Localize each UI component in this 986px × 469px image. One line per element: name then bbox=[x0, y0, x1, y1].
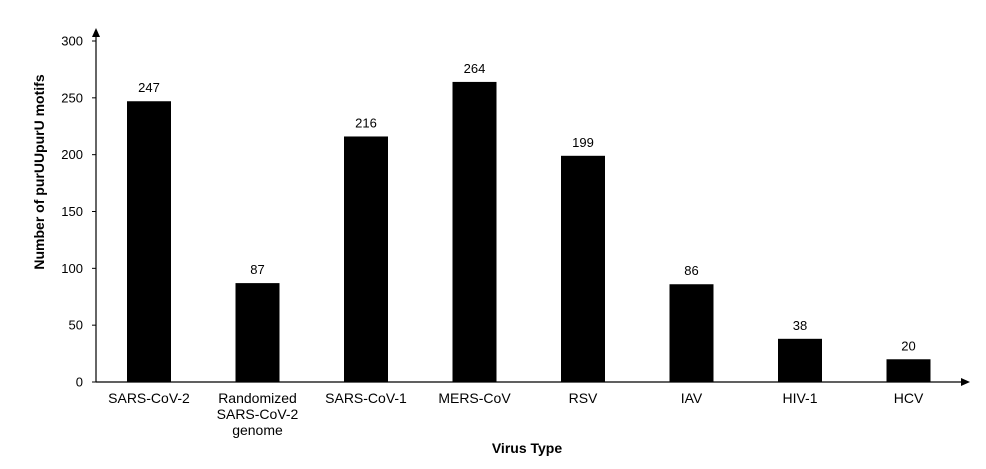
data-label: 87 bbox=[250, 262, 264, 277]
y-tick-label: 0 bbox=[76, 375, 83, 390]
bar bbox=[561, 155, 605, 382]
data-label: 20 bbox=[901, 338, 915, 353]
y-axis-title: Number of purUUpurU motifs bbox=[31, 74, 47, 269]
bar bbox=[127, 101, 171, 382]
data-label: 216 bbox=[355, 115, 377, 130]
x-tick-label: Randomized SARS-CoV-2 genome bbox=[217, 390, 299, 438]
y-axis: 0 50 100 150 200 250 300 bbox=[61, 28, 100, 390]
bar bbox=[452, 81, 497, 383]
data-label: 264 bbox=[464, 61, 486, 76]
bar bbox=[669, 284, 714, 382]
bar bbox=[778, 338, 822, 382]
y-tick-label: 200 bbox=[61, 147, 83, 162]
bar bbox=[886, 359, 931, 382]
x-tick-label: SARS-CoV-2 bbox=[108, 390, 190, 406]
x-tick-label: SARS-CoV-1 bbox=[325, 390, 407, 406]
y-tick-label: 250 bbox=[61, 90, 83, 105]
x-tick-label: HCV bbox=[894, 390, 924, 406]
x-axis: SARS-CoV-2 Randomized SARS-CoV-2 genome SARS… bbox=[96, 378, 970, 438]
data-label: 38 bbox=[793, 318, 807, 333]
data-label: 86 bbox=[684, 263, 698, 278]
data-labels: 247 87 216 264 199 86 38 20 bbox=[138, 61, 916, 353]
bar bbox=[344, 136, 388, 382]
x-tick-label: MERS-CoV bbox=[438, 390, 511, 406]
bar bbox=[235, 283, 280, 382]
data-label: 199 bbox=[572, 135, 594, 150]
y-tick-label: 100 bbox=[61, 261, 83, 276]
y-tick-label: 300 bbox=[61, 34, 83, 49]
x-tick-label: IAV bbox=[681, 390, 703, 406]
x-tick-label: HIV-1 bbox=[782, 390, 817, 406]
x-tick-label: RSV bbox=[569, 390, 598, 406]
data-label: 247 bbox=[138, 80, 160, 95]
x-axis-title: Virus Type bbox=[492, 440, 563, 456]
y-tick-label: 50 bbox=[69, 318, 83, 333]
bars bbox=[127, 81, 931, 383]
x-axis-arrow bbox=[961, 378, 970, 386]
y-tick-label: 150 bbox=[61, 204, 83, 219]
y-axis-arrow bbox=[92, 28, 100, 37]
